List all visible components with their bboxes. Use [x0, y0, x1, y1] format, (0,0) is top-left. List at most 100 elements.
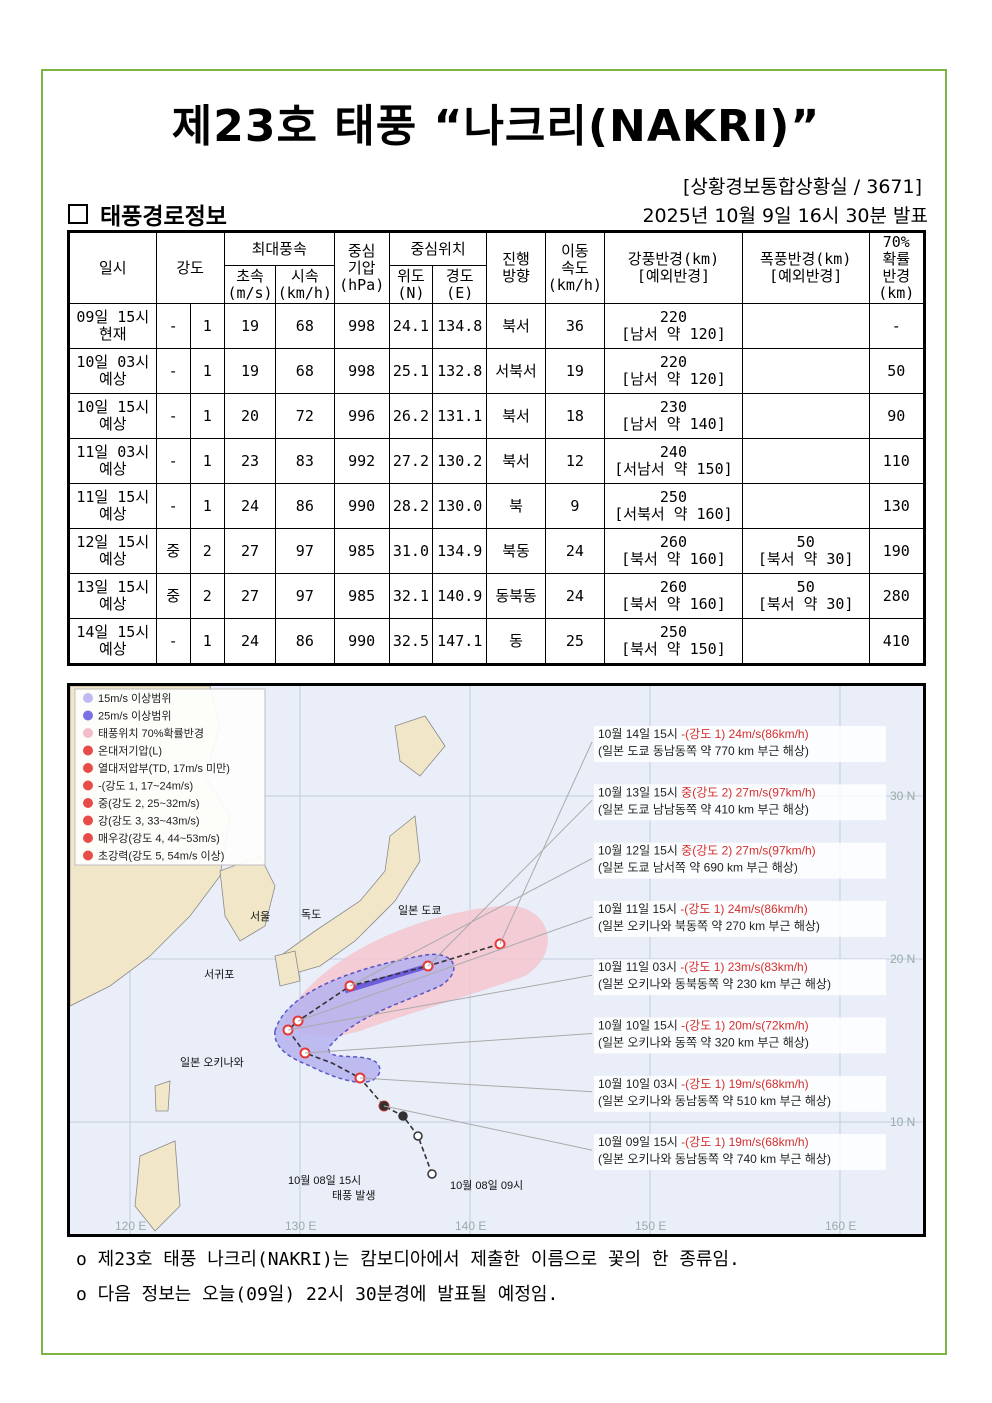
cell-storm	[741, 438, 870, 484]
cell-datetime: 10일 03시 예상	[68, 348, 157, 394]
cell-gale: 230 [남서 약 140]	[604, 393, 743, 439]
cell-lon: 147.1	[432, 618, 488, 665]
cell-hpa: 998	[333, 303, 390, 349]
cell-spd: 19	[544, 348, 606, 394]
cell-lat: 32.1	[388, 573, 434, 619]
table-row: 09일 15시 현재 -1 19 68 998 24.1 134.8 북서 36 220 [남서 약 …	[68, 303, 926, 349]
cell-gale: 250 [북서 약 150]	[604, 618, 743, 665]
cell-kmh: 68	[275, 348, 335, 394]
lon-label: 150 E	[635, 1219, 666, 1233]
legend-label: 15m/s 이상범위	[98, 692, 172, 705]
cell-cls: -	[155, 303, 191, 349]
place-okinawa: 일본 오키나와	[180, 1055, 244, 1069]
cell-lvl: 1	[189, 483, 225, 529]
cell-kmh: 97	[275, 573, 335, 619]
callout-box	[594, 784, 886, 821]
cell-kmh: 86	[275, 618, 335, 665]
cell-lat: 28.2	[388, 483, 434, 529]
cell-hpa: 985	[333, 573, 390, 619]
cell-spd: 24	[544, 528, 606, 574]
header-gale-radius: 강풍반경(km) [예외반경]	[604, 231, 743, 304]
cell-dir: 북	[486, 483, 546, 529]
place-seogwipo: 서귀포	[204, 968, 234, 981]
legend-label: 초강력(강도 5, 54m/s 이상)	[98, 850, 224, 863]
legend-label: 열대저압부(TD, 17m/s 미만)	[98, 762, 230, 775]
cell-cls: -	[155, 348, 191, 394]
cell-kmh: 83	[275, 438, 335, 484]
cell-lon: 140.9	[432, 573, 488, 619]
callout-title: 10월 11일 15시 -(강도 1) 24m/s(86km/h)	[598, 902, 808, 916]
cell-datetime: 12일 15시 예상	[68, 528, 157, 574]
cell-prob: 190	[868, 528, 926, 574]
table-row: 11일 03시 예상 -1 23 83 992 27.2 130.2 북서 12 240 [서남서 약…	[68, 438, 926, 484]
cell-cls: -	[155, 618, 191, 665]
place-seoul: 서울	[250, 910, 270, 923]
cell-cls: -	[155, 438, 191, 484]
cell-lon: 130.0	[432, 483, 488, 529]
cell-hpa: 990	[333, 483, 390, 529]
cell-prob: 410	[868, 618, 926, 665]
cell-storm	[741, 393, 870, 439]
table-row: 10일 03시 예상 -1 19 68 998 25.1 132.8 서북서 19 220 [남서 약…	[68, 348, 926, 394]
cell-cls: -	[155, 393, 191, 439]
cell-dir: 북서	[486, 303, 546, 349]
start-label: 10월 08일 09시	[450, 1178, 523, 1192]
japan-hokkaido	[394, 715, 446, 777]
lat-label: 20 N	[890, 952, 915, 966]
checkbox-icon	[68, 204, 88, 224]
cell-gale: 220 [남서 약 120]	[604, 348, 743, 394]
header-storm-radius: 폭풍반경(km) [예외반경]	[741, 231, 870, 304]
callout-box	[594, 1134, 886, 1171]
legend-swatch	[83, 850, 93, 861]
note-next-bulletin: o 다음 정보는 오늘(09일) 22시 30분경에 발표될 예정임.	[76, 1284, 559, 1305]
cell-datetime: 13일 15시 예상	[68, 573, 157, 619]
callout-title: 10월 14일 15시 -(강도 1) 24m/s(86km/h)	[598, 727, 809, 741]
callout-detail: (일본 오키나와 동남동쪽 약 740 km 부근 해상)	[598, 1151, 831, 1166]
callout-title: 10월 13일 15시 중(강도 2) 27m/s(97km/h)	[598, 785, 816, 799]
typhoon-track-map: 독도 서울 서귀포 일본 도쿄 일본 오키나와 10월 08일 15시 태풍 발…	[67, 683, 926, 1237]
callout-leader	[383, 1105, 593, 1151]
cell-lvl: 2	[189, 573, 225, 619]
cell-lon: 134.8	[432, 303, 488, 349]
legend-swatch	[83, 798, 93, 808]
header-max-wind: 최대풍속	[223, 231, 335, 266]
cell-cls: 중	[155, 528, 191, 574]
callout-box	[594, 1075, 886, 1112]
cell-lvl: 1	[189, 393, 225, 439]
table-row: 14일 15시 예상 -1 24 86 990 32.5 147.1 동 25 250 [북서 약 1…	[68, 618, 926, 665]
past-track-point	[398, 1111, 408, 1121]
callout-leader	[287, 974, 593, 1031]
legend-label: -(강도 1, 17~24m/s)	[98, 780, 193, 793]
callout-leader	[304, 1033, 593, 1054]
genesis-label-1: 10월 08일 15시	[288, 1173, 361, 1187]
cell-hpa: 996	[333, 393, 390, 439]
cell-datetime: 09일 15시 현재	[68, 303, 157, 349]
callout-box	[594, 1017, 886, 1054]
japan-honshu	[279, 815, 421, 977]
cell-lon: 130.2	[432, 438, 488, 484]
callout-title: 10월 10일 03시 -(강도 1) 19m/s(68km/h)	[598, 1077, 809, 1091]
typhoon-track-table: 일시 강도 최대풍속 중심 기압 (hPa) 중심위치 진행 방향 이동 속도 (km/h…	[67, 230, 926, 666]
cell-gale: 240 [서남서 약 150]	[604, 438, 743, 484]
lat-label: 10 N	[890, 1115, 915, 1129]
cell-lvl: 1	[189, 438, 225, 484]
header-lon: 경도 (E)	[432, 265, 488, 304]
past-track-point	[413, 1131, 423, 1141]
lat-label: 30 N	[890, 789, 915, 803]
cell-lat: 31.0	[388, 528, 434, 574]
cell-lon: 132.8	[432, 348, 488, 394]
legend-label: 중(강도 2, 25~32m/s)	[98, 797, 200, 810]
cell-gale: 220 [남서 약 120]	[604, 303, 743, 349]
callout-leader	[499, 741, 593, 945]
cell-ms: 23	[223, 438, 277, 484]
cell-spd: 12	[544, 438, 606, 484]
callout-detail: (일본 오키나와 북동쪽 약 270 km 부근 해상)	[598, 918, 820, 933]
legend-swatch	[83, 710, 93, 721]
cell-spd: 36	[544, 303, 606, 349]
cell-gale: 250 [서북서 약 160]	[604, 483, 743, 529]
place-dokdo: 독도	[301, 908, 321, 921]
track-line	[286, 943, 501, 1175]
cell-storm	[741, 618, 870, 665]
callout-detail: (일본 도쿄 동남동쪽 약 770 km 부근 해상)	[598, 743, 809, 758]
cell-prob: 50	[868, 348, 926, 394]
